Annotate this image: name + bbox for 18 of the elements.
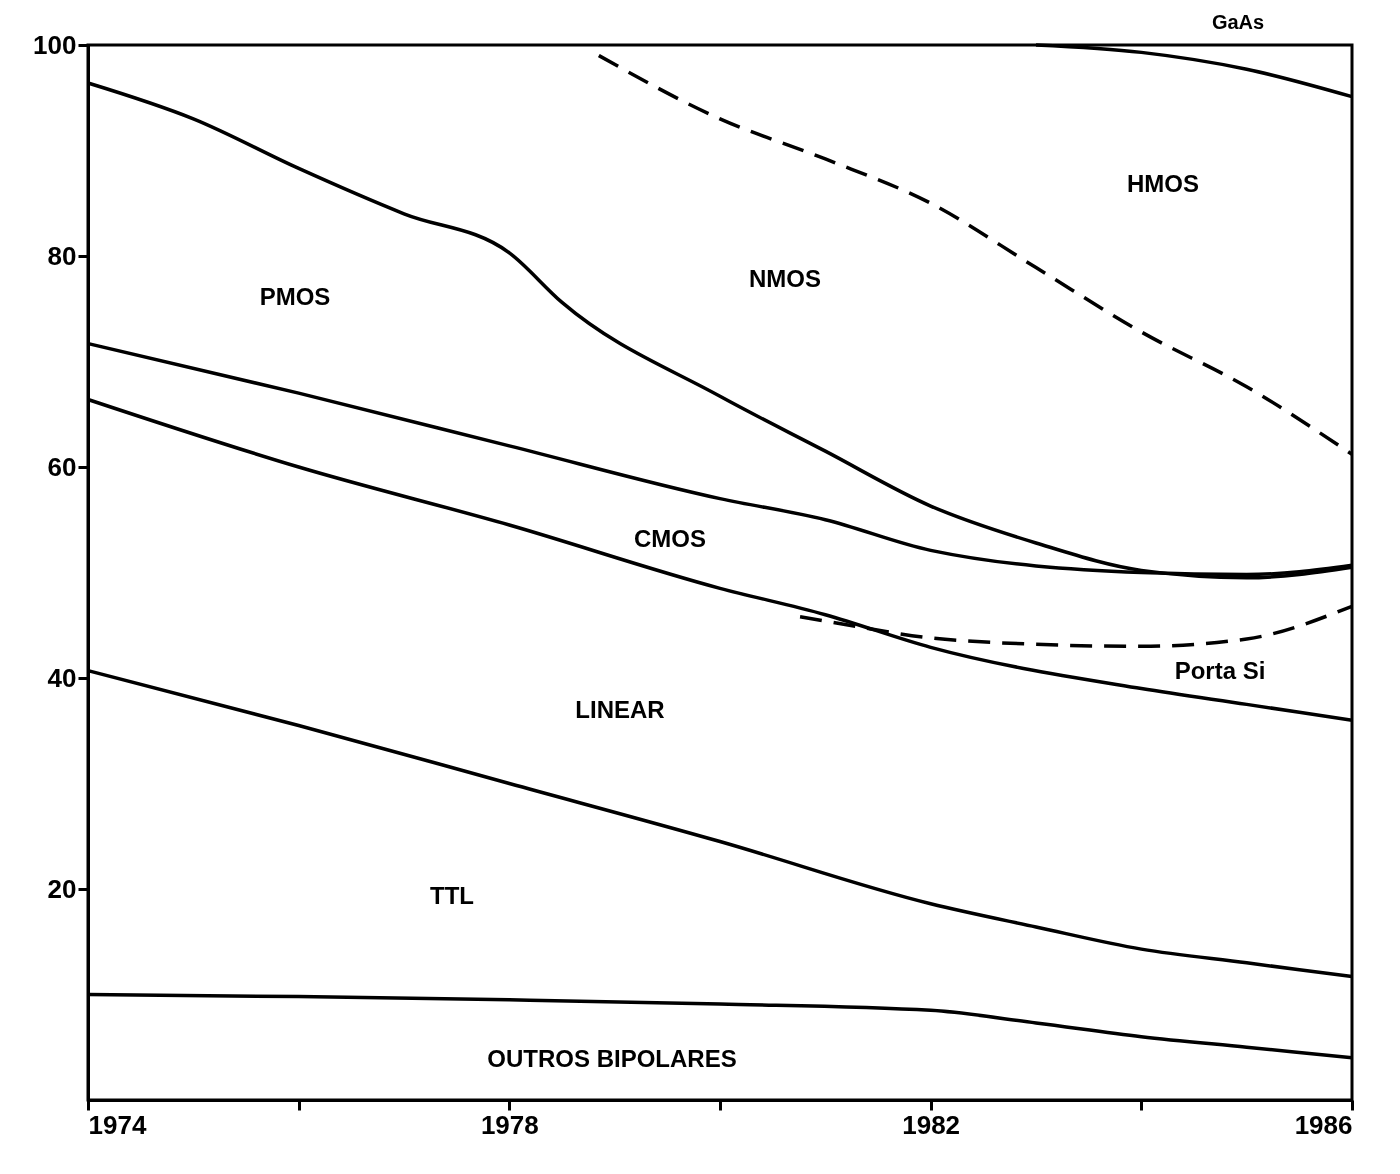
annotation: Porta Si	[1174, 657, 1266, 684]
annotation: HMOS	[1127, 170, 1199, 197]
annotation: LINEAR	[575, 696, 665, 723]
y-tick-label: 20	[47, 873, 77, 904]
annotation: OUTROS BIPOLARES	[487, 1045, 737, 1072]
x-tick-label: 1982	[902, 1109, 961, 1140]
annotation: CMOS	[634, 525, 706, 552]
y-tick-label: 100	[33, 29, 77, 60]
y-tick-label: 80	[47, 240, 77, 271]
annotation: NMOS	[749, 265, 821, 292]
annotation: TTL	[430, 882, 474, 909]
text: GaAs	[1211, 11, 1265, 33]
x-tick-label: 1974	[88, 1109, 147, 1140]
y-tick-label: 60	[47, 451, 77, 482]
x-tick-label: 1978	[480, 1109, 539, 1140]
x-tick-label: 1986	[1294, 1109, 1353, 1140]
y-tick-label: 40	[47, 662, 77, 693]
annotation: PMOS	[259, 283, 331, 310]
